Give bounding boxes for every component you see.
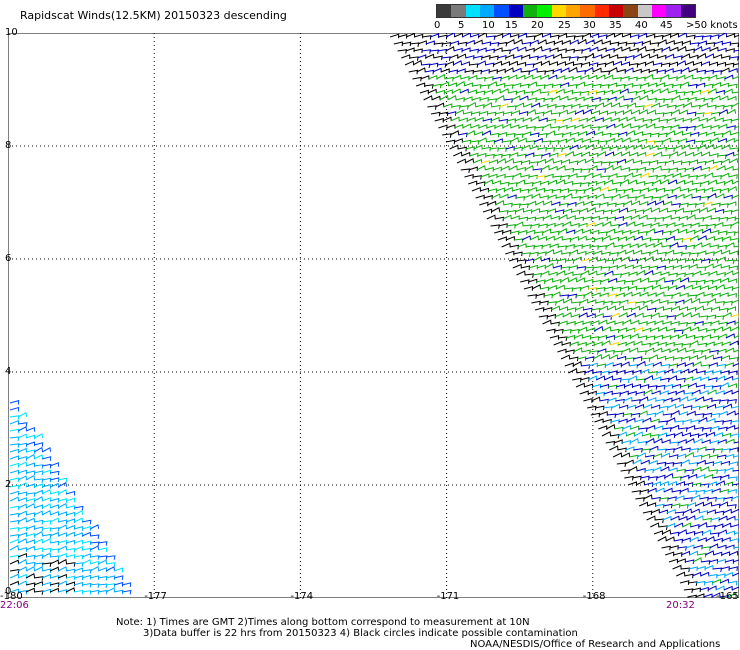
note-line-1: Note: 1) Times are GMT 2)Times along bot… — [116, 617, 530, 628]
legend-swatch — [623, 5, 638, 17]
legend-swatch — [479, 5, 495, 17]
legend-label: 40 — [635, 20, 648, 31]
y-tick-label: 2 — [5, 479, 12, 490]
wind-map-plot — [8, 33, 739, 598]
legend-swatch — [451, 5, 466, 17]
credit-line: NOAA/NESDIS/Office of Research and Appli… — [470, 639, 721, 650]
y-tick-label: 10 — [5, 27, 18, 38]
legend-label: 10 — [482, 20, 495, 31]
x-tick-label: -165 — [716, 591, 739, 602]
legend-swatch — [608, 5, 624, 17]
x-tick-label: -174 — [290, 591, 314, 602]
legend-swatch — [537, 5, 552, 17]
legend-swatch — [666, 5, 681, 17]
legend-swatch — [522, 5, 538, 17]
y-tick-label: 6 — [5, 253, 12, 264]
legend-label: 5 — [458, 20, 465, 31]
legend-label: 25 — [558, 20, 571, 31]
legend-label: 45 — [660, 20, 673, 31]
legend-swatch — [551, 5, 566, 17]
legend-swatch — [465, 5, 480, 17]
legend-swatch — [565, 5, 581, 17]
time-label-left: 22:06 — [0, 600, 29, 611]
y-tick-label: 8 — [5, 140, 12, 151]
legend-swatch — [494, 5, 509, 17]
y-tick-label: 0 — [5, 586, 12, 597]
x-tick-label: -177 — [144, 591, 167, 602]
legend-label: 15 — [505, 20, 518, 31]
legend-swatch — [637, 5, 652, 17]
map-title: Rapidscat Winds(12.5KM) 20150323 descend… — [20, 9, 287, 22]
wind-barbs-swath-east — [389, 33, 739, 598]
legend-swatch — [580, 5, 595, 17]
legend-label: 0 — [434, 20, 441, 31]
legend-label: 20 — [531, 20, 544, 31]
legend-label: 35 — [609, 20, 622, 31]
wind-speed-color-legend — [436, 4, 696, 18]
legend-swatch — [680, 5, 695, 17]
time-label-right: 20:32 — [666, 600, 695, 611]
legend-swatch — [594, 5, 609, 17]
x-tick-label: -171 — [436, 591, 460, 602]
wind-barbs-swath-west — [9, 399, 132, 595]
legend-swatch — [437, 5, 452, 17]
y-tick-label: 4 — [5, 366, 12, 377]
legend-label: 30 — [583, 20, 596, 31]
x-tick-label: -168 — [582, 591, 606, 602]
legend-swatch — [508, 5, 523, 17]
legend-label: >50 knots — [686, 20, 738, 31]
legend-swatch — [651, 5, 667, 17]
x-tick-label: -180 — [0, 591, 23, 602]
note-line-2: 3)Data buffer is 22 hrs from 20150323 4)… — [143, 628, 578, 639]
